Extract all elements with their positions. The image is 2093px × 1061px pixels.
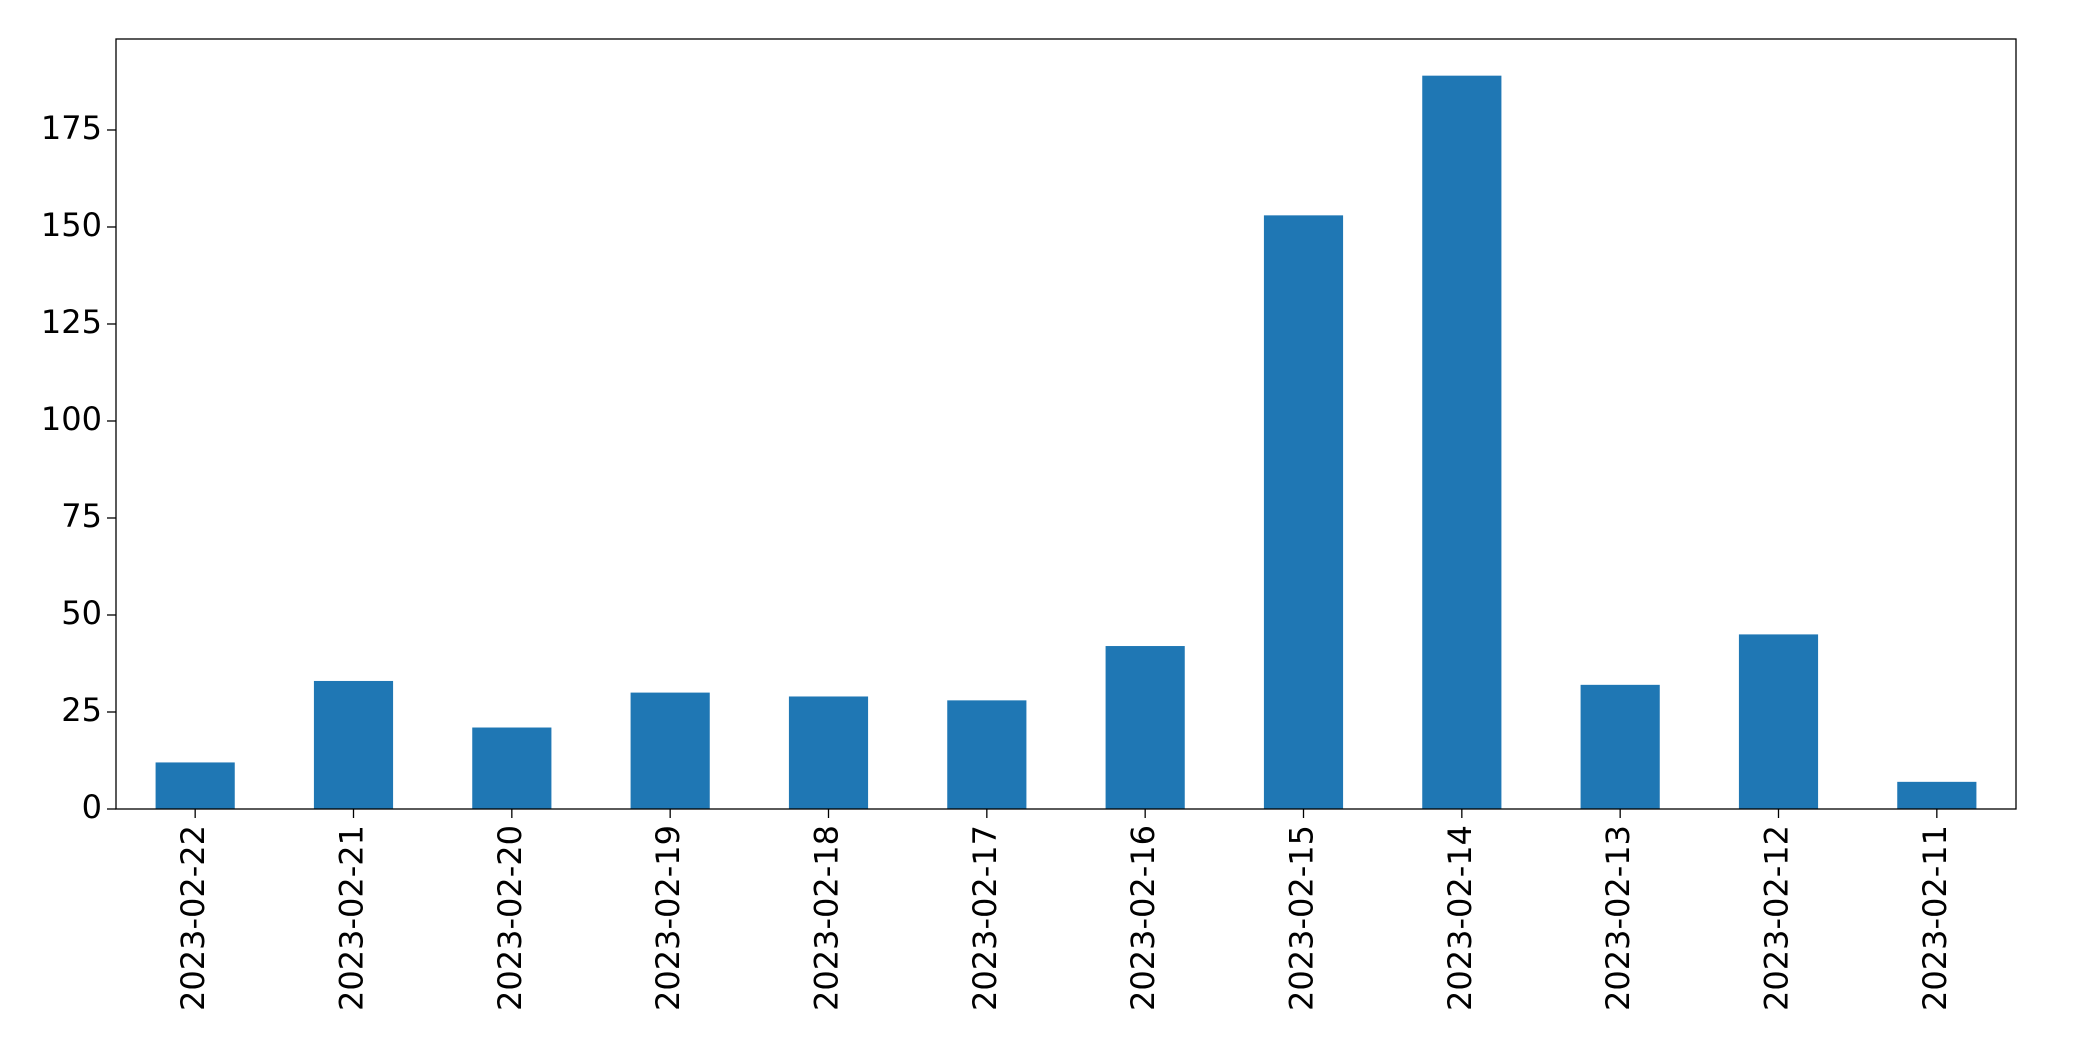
bar	[630, 692, 710, 809]
bar	[947, 700, 1027, 809]
bar	[788, 696, 869, 809]
y-tick-label: 50	[61, 594, 102, 632]
x-tick-label: 2023-02-18	[808, 825, 846, 1011]
x-tick-label: 2023-02-22	[174, 825, 212, 1011]
y-tick-label: 25	[61, 691, 102, 729]
y-tick-label: 0	[82, 788, 102, 826]
x-tick-label: 2023-02-20	[491, 825, 529, 1011]
bar	[1897, 781, 1977, 809]
y-tick-label: 75	[61, 497, 102, 535]
bar	[1263, 215, 1344, 809]
bar	[472, 727, 552, 809]
bar	[1580, 684, 1660, 809]
x-tick-label: 2023-02-17	[966, 825, 1004, 1011]
x-tick-label: 2023-02-13	[1599, 825, 1637, 1011]
x-tick-label: 2023-02-14	[1441, 825, 1479, 1011]
y-tick-label: 150	[41, 206, 102, 244]
bar	[1105, 646, 1185, 809]
bar	[155, 762, 235, 809]
x-tick-label: 2023-02-16	[1124, 825, 1162, 1011]
y-tick-label: 175	[41, 109, 102, 147]
x-tick-label: 2023-02-12	[1758, 825, 1796, 1011]
bar	[1422, 75, 1502, 809]
x-tick-label: 2023-02-19	[649, 825, 687, 1011]
x-tick-label: 2023-02-11	[1916, 825, 1954, 1011]
y-tick-label: 125	[41, 303, 102, 341]
y-tick-label: 100	[41, 400, 102, 438]
plot-frame	[115, 38, 2017, 810]
bar	[1738, 634, 1819, 809]
x-tick-label: 2023-02-15	[1283, 825, 1321, 1011]
bar	[313, 680, 394, 809]
x-tick-label: 2023-02-21	[333, 825, 371, 1011]
